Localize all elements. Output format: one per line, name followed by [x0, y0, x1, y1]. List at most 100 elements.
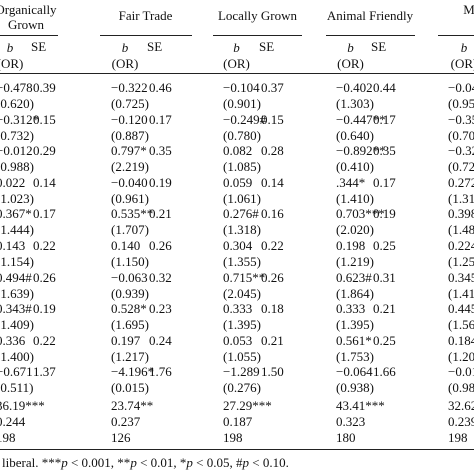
coef-se: 0.15	[33, 111, 56, 127]
coef-b: −0.016	[448, 364, 474, 380]
coef-se: 0.37	[261, 80, 284, 95]
coef-b: 0.623#	[336, 269, 372, 285]
footnote-p: p	[61, 455, 68, 470]
column-group-header-line: Fair Trade	[118, 8, 173, 23]
coef-se: 0.44	[373, 80, 396, 95]
coef-b: −0.892**	[336, 143, 386, 159]
coef-se: 0.32	[149, 269, 172, 285]
coef-b: 0.715**	[223, 269, 266, 285]
coef-or: (1.061)	[223, 190, 261, 206]
coef-se: 0.18	[261, 301, 284, 317]
coef-or: (1.303)	[336, 96, 374, 111]
coef-b: 0.198	[336, 238, 366, 253]
coef-or: (1.753)	[336, 348, 374, 364]
group-rule	[213, 35, 302, 36]
coef-se: 0.31	[373, 269, 396, 285]
coef-or: (1.864)	[336, 285, 374, 301]
coef-b: −0.353	[448, 111, 474, 127]
coef-b: 0.333	[336, 301, 366, 317]
coef-se: 0.22	[33, 332, 56, 348]
column-group-header-line: Locally Grown	[217, 8, 298, 23]
coef-se: 0.14	[261, 174, 284, 190]
group-rule	[0, 35, 58, 36]
coef-b: 0.272	[448, 174, 474, 190]
coef-b: −1.289	[223, 364, 260, 380]
column-group-header-line: Organically	[0, 2, 57, 17]
coef-or: (2.219)	[111, 159, 149, 175]
stat-value: 0.237	[111, 414, 141, 429]
column-group-header: Fair Trade	[96, 8, 195, 23]
coef-or: (1.251	[448, 254, 474, 269]
coef-or: (1.355)	[223, 254, 261, 269]
coef-b: 0.022	[0, 174, 26, 190]
coef-b: −0.402	[336, 80, 373, 95]
coef-or: (1.412	[448, 285, 474, 301]
coef-b: −0.104	[223, 80, 260, 95]
coef-or: (1.409)	[0, 317, 34, 333]
coef-or: (0.720	[448, 159, 474, 175]
coef-or: (1.410)	[336, 190, 374, 206]
coef-or: (0.410)	[336, 159, 374, 175]
stat-value: 198	[448, 430, 468, 445]
subheader-b: b	[233, 40, 240, 55]
subheader-b: b	[121, 40, 129, 55]
stat-value: 0.323	[336, 414, 366, 429]
coef-se: 0.21	[149, 206, 172, 222]
coef-b: −0.447**	[336, 111, 386, 127]
coef-b: .344*	[336, 174, 366, 190]
coef-or: (1.154)	[0, 254, 34, 269]
coef-b: −0.671	[0, 364, 33, 380]
coef-b: −0.063	[111, 269, 148, 285]
column-group-header: Animal Friendly	[322, 8, 418, 23]
stat-value: 0.244	[0, 414, 26, 429]
coef-se: 0.24	[149, 332, 172, 348]
column-group-header-line: Grown	[7, 17, 45, 32]
coef-or: (1.023)	[0, 190, 34, 206]
coef-se: 0.17	[373, 111, 396, 127]
coef-se: 0.17	[33, 206, 56, 222]
group-rule	[326, 35, 415, 36]
coef-or: (0.725)	[111, 96, 149, 111]
column-group-header: MadeS	[436, 2, 474, 32]
bottom-rule	[0, 449, 474, 450]
coef-se: 0.26	[33, 269, 56, 285]
coef-or: (1.202	[448, 348, 474, 364]
coef-or: (1.489	[448, 222, 474, 238]
header-rule	[0, 73, 474, 74]
coef-b: 0.703***	[336, 206, 385, 222]
subheader-se: SE	[31, 39, 47, 54]
coef-b: 0.143	[0, 238, 26, 253]
column-group-header-line: Animal Friendly	[326, 8, 414, 23]
coef-b: −0.478	[0, 80, 33, 95]
coef-b: −0.012	[0, 143, 33, 159]
group-rule	[438, 35, 474, 36]
coef-b: −0.040	[111, 174, 148, 190]
footnote-p: p	[130, 455, 137, 470]
coef-or: (1.444)	[0, 222, 34, 238]
coef-b: 0.059	[223, 174, 253, 190]
coef-or: (1.395)	[336, 317, 374, 333]
coef-se: 0.39	[33, 80, 56, 95]
coef-or: (1.150)	[111, 254, 149, 269]
stat-value: 198	[223, 430, 243, 445]
coef-se: 0.17	[373, 174, 396, 190]
coef-or: (0.901)	[223, 96, 261, 111]
coef-b: 0.224	[448, 238, 474, 253]
coef-or: (0.984	[448, 380, 474, 396]
coef-se: 0.17	[149, 111, 172, 127]
coef-b: 0.082	[223, 143, 253, 159]
coef-b: 0.343#	[0, 301, 32, 317]
coef-b: 0.197	[111, 332, 141, 348]
coef-or: (2.045)	[223, 285, 261, 301]
subheader-se: SE	[259, 39, 275, 54]
coef-se: 0.19	[373, 206, 396, 222]
coef-or: (0.511)	[0, 380, 34, 396]
stat-value: 32.62*	[448, 398, 474, 413]
stat-value: 0.187	[223, 414, 253, 429]
coef-se: 0.21	[373, 301, 396, 317]
coef-b: −4.196*	[111, 364, 155, 380]
coef-or: (1.395)	[223, 317, 261, 333]
coef-b: 0.053	[223, 332, 253, 348]
stat-value: 23.74**	[111, 398, 154, 413]
coef-or: (0.988)	[0, 159, 34, 175]
